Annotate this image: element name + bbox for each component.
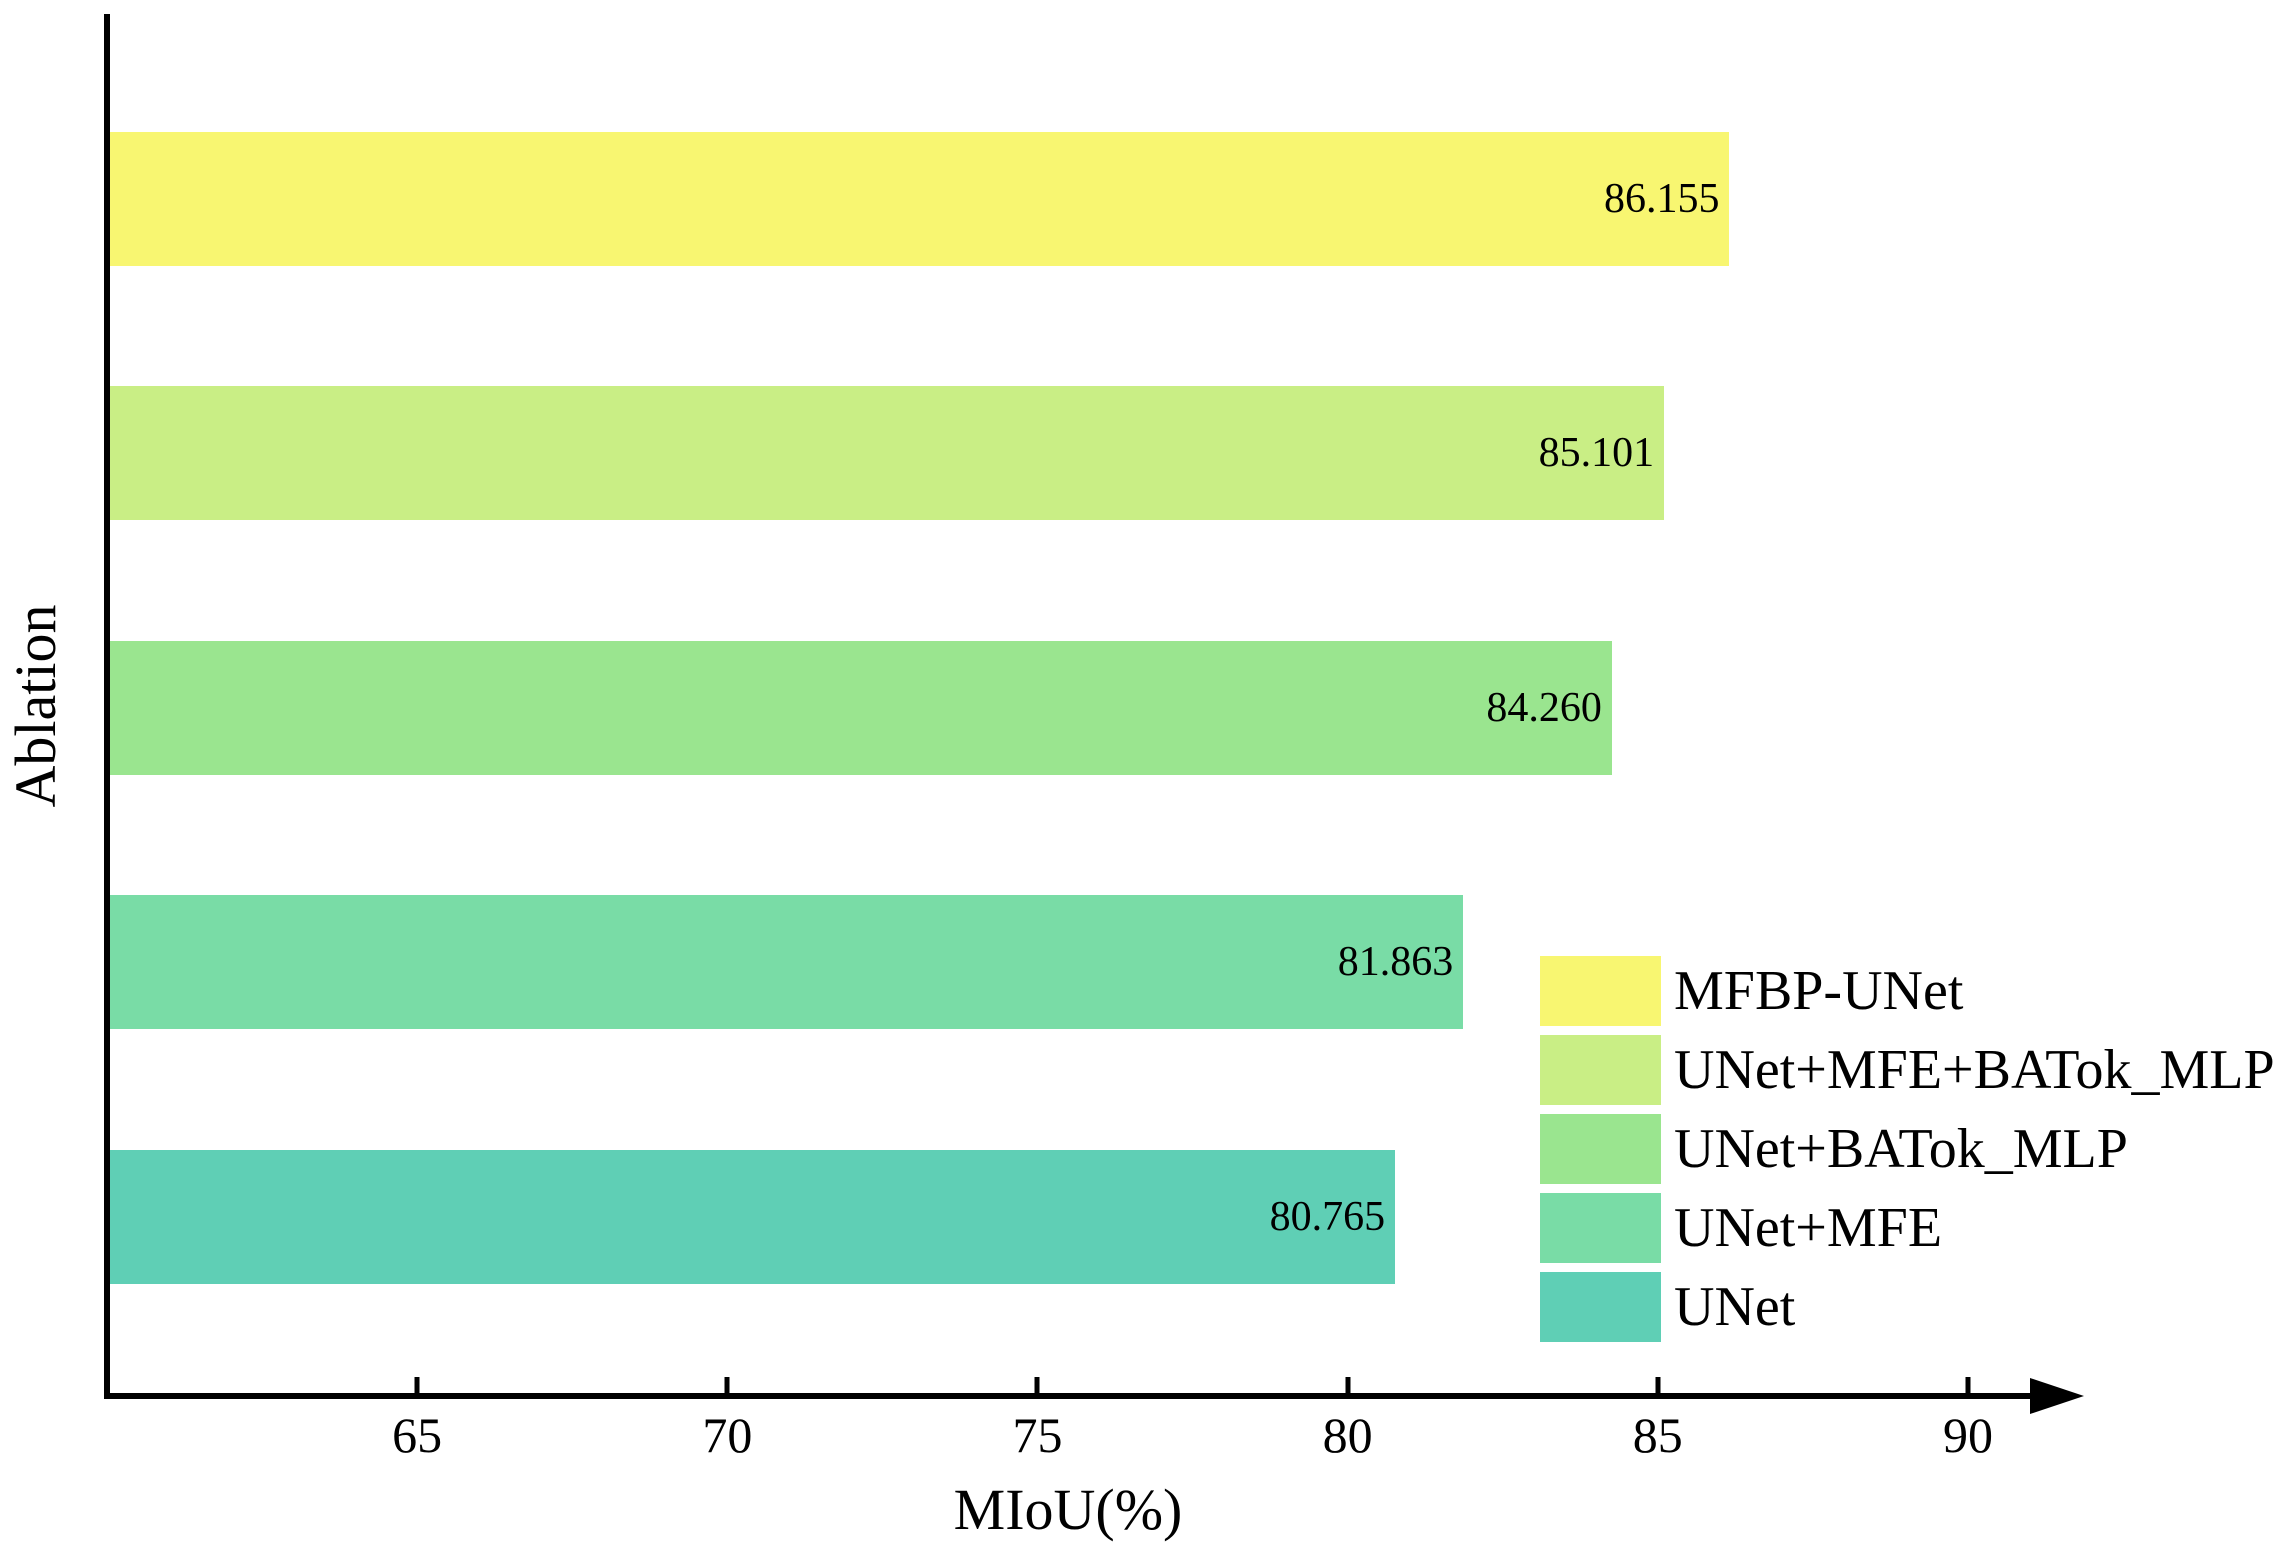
legend-swatch [1540,1035,1661,1105]
legend-label: MFBP-UNet [1674,960,1964,1022]
x-tick-mark [1345,1377,1351,1393]
legend-swatch [1540,1193,1661,1263]
y-axis-line [104,14,110,1399]
legend-entry: UNet+BATok_MLP [1540,1114,2275,1184]
x-tick-mark [414,1377,420,1393]
x-tick-label: 65 [392,1407,443,1463]
x-axis-arrow-icon [2030,1378,2084,1414]
x-tick-mark [1965,1377,1971,1393]
legend-label: UNet+MFE+BATok_MLP [1674,1039,2275,1101]
plot-area: 86.155 85.101 84.260 81.863 80.765 [107,14,2030,1393]
x-tick-label: 75 [1012,1407,1063,1463]
legend-entry: UNet+MFE+BATok_MLP [1540,1035,2275,1105]
x-axis-label: MIoU(%) [953,1477,1183,1542]
bar-value-label: 85.101 [1538,430,1655,476]
bar-1: 85.101 [107,386,1665,520]
bar-0: 86.155 [107,132,1730,266]
legend-label: UNet [1674,1276,1796,1338]
x-tick-label: 70 [702,1407,753,1463]
bar-value-label: 80.765 [1269,1194,1386,1240]
bar-value-label: 84.260 [1486,685,1602,731]
x-axis-line [104,1393,2030,1399]
legend-label: UNet+BATok_MLP [1674,1118,2128,1180]
legend-swatch [1540,956,1661,1026]
bar-2: 84.260 [107,641,1612,775]
bar-4: 80.765 [107,1150,1396,1284]
legend-swatch [1540,1114,1661,1184]
x-tick-mark [1655,1377,1661,1393]
bar-3: 81.863 [107,895,1464,1029]
x-tick-label: 80 [1322,1407,1373,1463]
bar-value-label: 81.863 [1337,939,1454,985]
legend: MFBP-UNet UNet+MFE+BATok_MLP UNet+BATok_ML… [1540,956,2275,1351]
legend-label: UNet+MFE [1674,1197,1943,1259]
x-tick-label: 85 [1632,1407,1683,1463]
legend-swatch [1540,1272,1661,1342]
y-axis-label: Ablation [3,604,69,808]
legend-entry: MFBP-UNet [1540,956,2275,1026]
x-tick-label: 90 [1942,1407,1993,1463]
x-tick-mark [1034,1377,1040,1393]
legend-entry: UNet [1540,1272,2275,1342]
x-tick-mark [724,1377,730,1393]
legend-entry: UNet+MFE [1540,1193,2275,1263]
bar-value-label: 86.155 [1603,176,1720,222]
